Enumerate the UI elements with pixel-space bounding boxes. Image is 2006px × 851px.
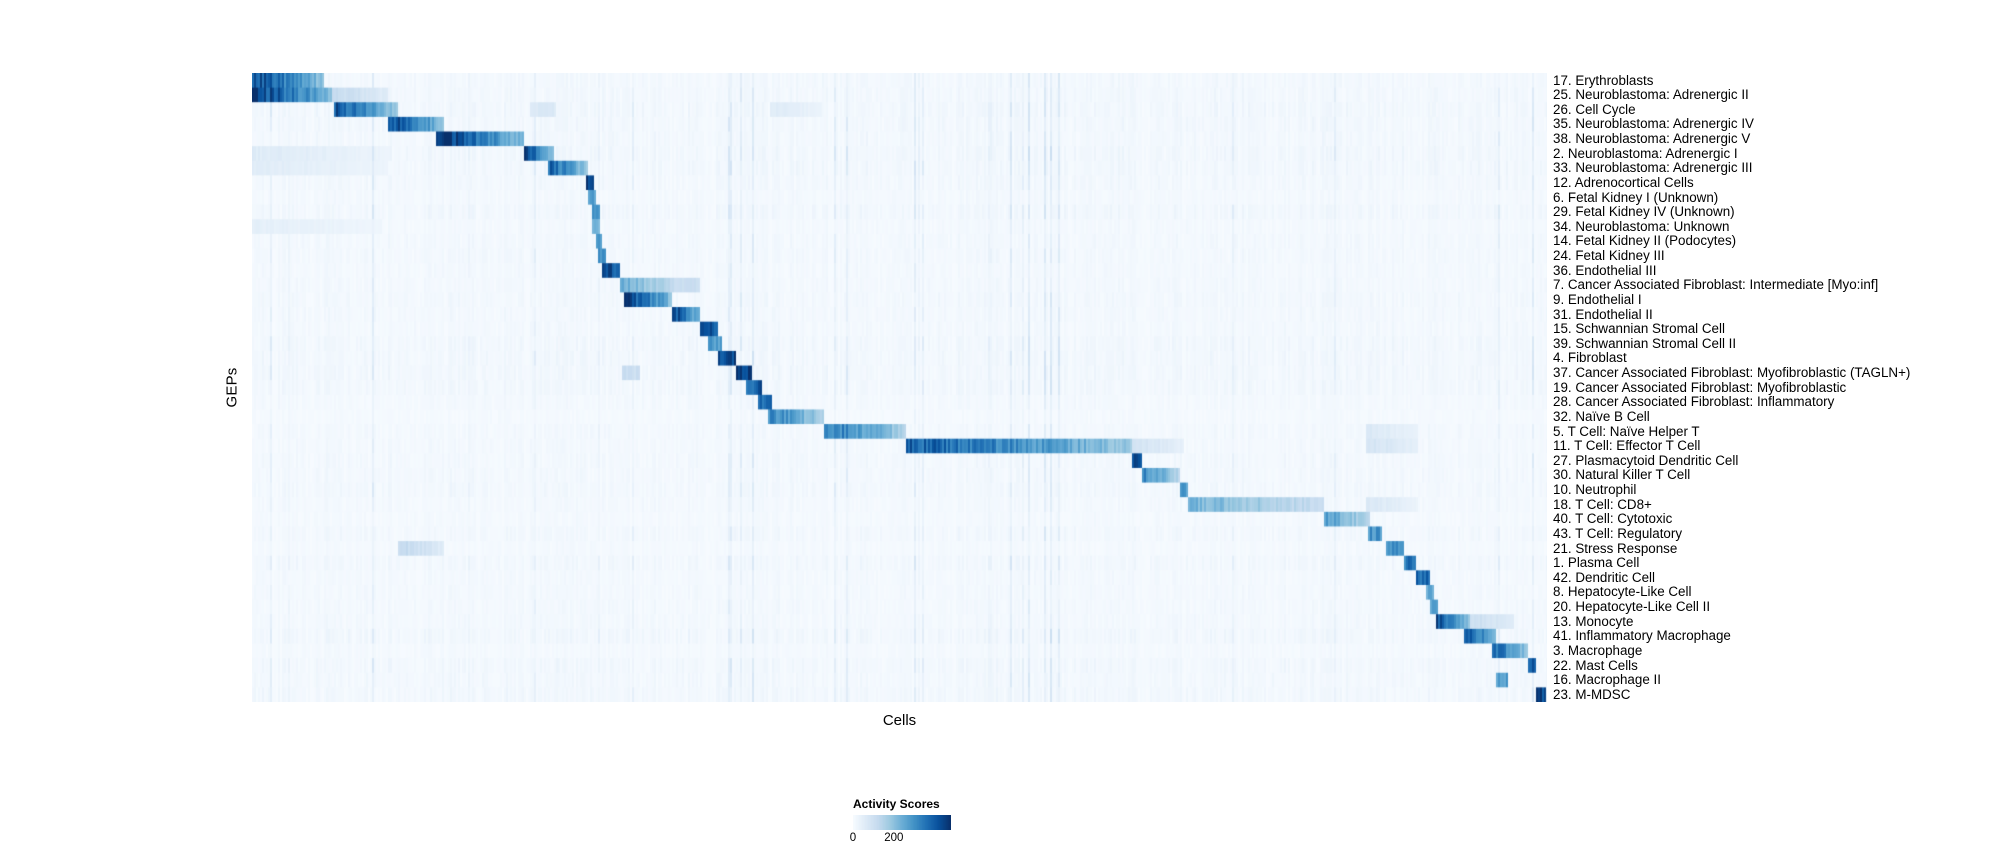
legend-gradient-bar: [853, 815, 951, 830]
y-axis-label-wrap: GEPs: [214, 73, 250, 702]
row-label: 43. T Cell: Regulatory: [1553, 525, 1683, 541]
row-label: 35. Neuroblastoma: Adrenergic IV: [1553, 116, 1754, 132]
row-label: 25. Neuroblastoma: Adrenergic II: [1553, 87, 1749, 103]
row-label: 34. Neuroblastoma: Unknown: [1553, 218, 1730, 234]
row-label: 6. Fetal Kidney I (Unknown): [1553, 189, 1719, 205]
row-label: 11. T Cell: Effector T Cell: [1553, 438, 1701, 454]
row-label: 30. Natural Killer T Cell: [1553, 467, 1691, 483]
row-label: 40. T Cell: Cytotoxic: [1553, 511, 1673, 527]
row-label: 26. Cell Cycle: [1553, 101, 1636, 117]
row-label: 7. Cancer Associated Fibroblast: Interme…: [1553, 277, 1879, 293]
row-label: 22. Mast Cells: [1553, 657, 1638, 673]
row-label: 1. Plasma Cell: [1553, 555, 1640, 571]
row-label: 3. Macrophage: [1553, 642, 1643, 658]
y-axis-label: GEPs: [223, 367, 241, 408]
row-label: 20. Hepatocyte-Like Cell II: [1553, 599, 1711, 615]
row-label: 2. Neuroblastoma: Adrenergic I: [1553, 145, 1738, 161]
row-label: 36. Endothelial III: [1553, 262, 1657, 278]
row-label: 9. Endothelial I: [1553, 291, 1642, 307]
legend-ticks: 0 200: [849, 830, 951, 846]
row-label: 15. Schwannian Stromal Cell: [1553, 321, 1725, 337]
row-label: 10. Neutrophil: [1553, 482, 1637, 498]
heatmap-canvas: [252, 73, 1547, 702]
row-label: 23. M-MDSC: [1553, 686, 1631, 702]
legend-tick-max: 200: [884, 832, 904, 844]
row-label: 42. Dendritic Cell: [1553, 569, 1655, 585]
row-label: 17. Erythroblasts: [1553, 72, 1654, 88]
row-label: 16. Macrophage II: [1553, 672, 1661, 688]
row-label: 38. Neuroblastoma: Adrenergic V: [1553, 131, 1751, 147]
row-label: 19. Cancer Associated Fibroblast: Myofib…: [1553, 379, 1847, 395]
row-label: 24. Fetal Kidney III: [1553, 248, 1665, 264]
row-label: 33. Neuroblastoma: Adrenergic III: [1553, 160, 1753, 176]
row-label: 31. Endothelial II: [1553, 306, 1653, 322]
row-label: 12. Adrenocortical Cells: [1553, 174, 1694, 190]
activity-scores-legend: Activity Scores 0 200: [849, 797, 951, 846]
row-label: 28. Cancer Associated Fibroblast: Inflam…: [1553, 394, 1835, 410]
row-label: 13. Monocyte: [1553, 613, 1634, 629]
row-label: 5. T Cell: Naïve Helper T: [1553, 423, 1700, 439]
row-label: 18. T Cell: CD8+: [1553, 496, 1652, 512]
row-labels: 17. Erythroblasts 25. Neuroblastoma: Adre…: [1553, 73, 2003, 702]
legend-tick-min: 0: [849, 832, 857, 844]
row-label: 4. Fibroblast: [1553, 350, 1627, 366]
row-label: 8. Hepatocyte-Like Cell: [1553, 584, 1692, 600]
row-label: 29. Fetal Kidney IV (Unknown): [1553, 204, 1735, 220]
row-label: 41. Inflammatory Macrophage: [1553, 628, 1731, 644]
row-label: 21. Stress Response: [1553, 540, 1678, 556]
legend-title: Activity Scores: [853, 797, 940, 811]
row-label: 37. Cancer Associated Fibroblast: Myofib…: [1553, 365, 1911, 381]
row-label: 32. Naïve B Cell: [1553, 408, 1650, 424]
row-label: 14. Fetal Kidney II (Podocytes): [1553, 233, 1737, 249]
x-axis-label: Cells: [882, 712, 917, 729]
row-label: 27. Plasmacytoid Dendritic Cell: [1553, 452, 1739, 468]
row-label: 39. Schwannian Stromal Cell II: [1553, 335, 1737, 351]
